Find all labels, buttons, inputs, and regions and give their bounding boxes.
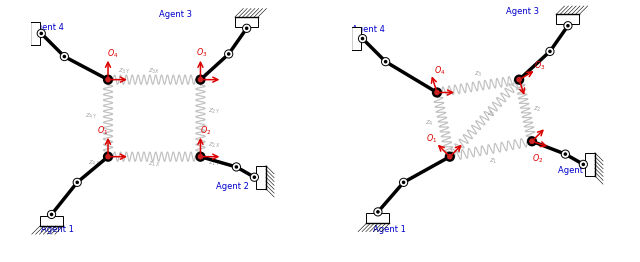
Circle shape [243, 24, 251, 32]
Circle shape [561, 150, 570, 158]
Circle shape [399, 178, 408, 187]
Circle shape [63, 55, 66, 58]
Circle shape [250, 173, 259, 181]
Polygon shape [366, 213, 390, 223]
Text: Agent 3: Agent 3 [159, 10, 193, 19]
Polygon shape [40, 216, 63, 226]
Circle shape [361, 37, 364, 40]
Circle shape [527, 136, 537, 146]
Text: Agent 2: Agent 2 [216, 182, 249, 191]
Circle shape [195, 74, 205, 85]
Circle shape [105, 154, 111, 160]
Polygon shape [235, 17, 258, 27]
Circle shape [227, 52, 230, 56]
Circle shape [60, 52, 68, 61]
Circle shape [376, 210, 380, 214]
Circle shape [447, 154, 452, 160]
Polygon shape [29, 22, 40, 45]
Circle shape [564, 22, 572, 30]
Text: $z_{3Y}$: $z_{3Y}$ [118, 67, 131, 77]
Text: $z_{3X}$: $z_{3X}$ [148, 67, 161, 77]
Text: $O_1$: $O_1$ [97, 125, 109, 137]
Circle shape [198, 78, 202, 82]
Circle shape [198, 154, 204, 160]
Circle shape [106, 155, 110, 159]
Text: $O_1$: $O_1$ [426, 132, 438, 145]
Polygon shape [255, 166, 266, 189]
Circle shape [73, 178, 81, 187]
Circle shape [579, 160, 588, 168]
Circle shape [232, 163, 241, 171]
Circle shape [546, 47, 554, 56]
Circle shape [384, 60, 387, 63]
Circle shape [434, 90, 440, 95]
Text: Agent 3: Agent 3 [506, 7, 540, 16]
Text: $z_{1X}$: $z_{1X}$ [148, 160, 161, 169]
Text: $z_{1Y}$: $z_{1Y}$ [208, 158, 221, 168]
Text: $z_1$: $z_1$ [489, 157, 498, 166]
Circle shape [225, 50, 233, 58]
Circle shape [381, 58, 390, 66]
Text: $z_{2X}$: $z_{2X}$ [208, 140, 221, 150]
Polygon shape [556, 14, 579, 24]
Circle shape [195, 151, 205, 162]
Text: $z_2$: $z_2$ [533, 105, 541, 114]
Text: $O_4$: $O_4$ [108, 48, 119, 60]
Text: $z_{2Y}$: $z_{2Y}$ [208, 107, 221, 116]
Text: $z_5$: $z_5$ [486, 110, 495, 119]
Text: $O_3$: $O_3$ [196, 47, 207, 59]
Text: $z_3$: $z_3$ [474, 70, 483, 79]
Text: $z_4$: $z_4$ [425, 119, 434, 128]
Circle shape [432, 87, 442, 98]
Text: Agent 4: Agent 4 [31, 23, 64, 31]
Circle shape [402, 181, 405, 184]
Circle shape [103, 74, 113, 85]
Circle shape [40, 32, 43, 35]
Circle shape [582, 163, 585, 166]
Text: Agent 1: Agent 1 [41, 225, 74, 234]
Circle shape [235, 165, 238, 169]
Text: $O_4$: $O_4$ [434, 64, 445, 77]
Text: $O_2$: $O_2$ [200, 125, 211, 137]
Circle shape [253, 176, 256, 179]
Polygon shape [584, 153, 595, 176]
Circle shape [76, 181, 79, 184]
Circle shape [198, 155, 202, 159]
Circle shape [50, 213, 53, 216]
Circle shape [529, 138, 535, 144]
Circle shape [514, 74, 524, 85]
Text: $z_{4X}$: $z_{4X}$ [88, 158, 100, 168]
Circle shape [245, 26, 248, 30]
Text: Agent 4: Agent 4 [352, 25, 385, 34]
Circle shape [37, 29, 45, 37]
Polygon shape [351, 27, 361, 50]
Text: Agent 2: Agent 2 [557, 166, 591, 175]
Circle shape [105, 77, 111, 83]
Circle shape [445, 151, 455, 162]
Circle shape [564, 152, 567, 156]
Circle shape [47, 210, 56, 219]
Circle shape [374, 208, 382, 216]
Circle shape [103, 151, 113, 162]
Text: $O_3$: $O_3$ [534, 59, 546, 72]
Text: $O_2$: $O_2$ [532, 152, 543, 165]
Text: $z_{4Y}$: $z_{4Y}$ [85, 112, 98, 121]
Text: Agent 1: Agent 1 [372, 225, 406, 234]
Circle shape [566, 24, 570, 28]
Circle shape [358, 35, 367, 43]
Circle shape [516, 77, 522, 83]
Circle shape [106, 78, 110, 82]
Circle shape [548, 50, 552, 53]
Circle shape [198, 77, 204, 83]
